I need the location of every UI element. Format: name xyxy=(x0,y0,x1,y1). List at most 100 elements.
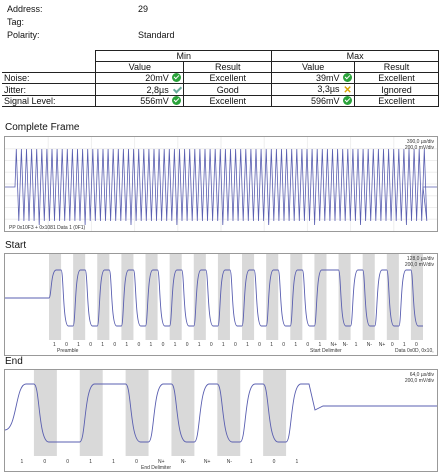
bit-label: 1 xyxy=(246,342,249,348)
bit-label: 0 xyxy=(414,342,418,348)
complete-frame-scope: 390,0 µs/div 200,0 mV/div PP 0x10F3 + 0x… xyxy=(4,136,438,232)
bit-label: N+ xyxy=(158,459,165,465)
end-delimiter-label: End Delimiter xyxy=(141,465,172,471)
start-delimiter-label: Start Delimiter xyxy=(310,348,342,354)
bit-label: N+ xyxy=(203,459,211,465)
bit-label: 0 xyxy=(390,342,394,348)
waveform-trace xyxy=(5,383,437,443)
bit-label: 1 xyxy=(270,342,273,348)
end-scale-volt: 200,0 mV/div xyxy=(404,378,434,384)
max-result: Excellent xyxy=(354,95,439,107)
preamble-label: Preamble xyxy=(57,348,79,354)
bit-label: 1 xyxy=(318,342,322,348)
bit-label: N- xyxy=(180,459,187,465)
bit-label: 0 xyxy=(258,342,261,348)
corner-cell-2 xyxy=(2,61,96,73)
bit-label: 0 xyxy=(135,459,138,465)
bit-band xyxy=(73,254,86,340)
start-scope: 128,0 µs/div 200,0 mV/div 1 0 1 0 1 0 1 0 1 0 1 0 1 0… xyxy=(4,253,438,356)
bit-band xyxy=(193,254,206,340)
green-check-icon xyxy=(343,96,353,105)
polarity-label: Polarity: xyxy=(7,30,40,40)
complete-frame-title: Complete Frame xyxy=(5,122,80,133)
bit-band xyxy=(242,254,255,340)
min-result: Excellent xyxy=(183,72,273,84)
table-row: Noise: 20mV Excellent 39mV Excellent xyxy=(2,72,439,84)
bit-label: 1 xyxy=(125,342,129,348)
min-result: Good xyxy=(183,83,273,96)
bit-band xyxy=(338,254,351,340)
max-value: 3,3µs ✕ xyxy=(271,83,356,96)
bit-label: 1 xyxy=(249,459,253,465)
bit-label: 1 xyxy=(149,342,153,348)
bit-label: 1 xyxy=(173,342,177,348)
bit-label: 0 xyxy=(65,342,68,348)
bit-label: 1 xyxy=(53,342,56,348)
green-check-icon xyxy=(172,73,182,82)
yellow-x-icon: ✕ xyxy=(343,85,352,96)
group-header-row: Min Max xyxy=(2,50,439,62)
end-waveform xyxy=(5,370,437,456)
complete-scale-volt: 200,0 mV/div xyxy=(404,145,434,151)
bit-band xyxy=(145,254,158,340)
end-title: End xyxy=(5,356,23,367)
bit-band xyxy=(386,254,399,340)
bit-label: 1 xyxy=(354,342,358,348)
bit-label: N- xyxy=(342,342,348,348)
row-label: Jitter: xyxy=(2,83,97,96)
bit-label: 0 xyxy=(306,342,310,348)
bit-band xyxy=(217,254,230,340)
bit-band xyxy=(362,254,375,340)
bit-label: 1 xyxy=(112,459,115,465)
max-result-header: Result xyxy=(354,61,439,73)
start-scale-volt: 200,0 mV/div xyxy=(404,262,434,268)
bit-band xyxy=(263,370,287,456)
bit-label: 1 xyxy=(402,342,406,348)
complete-frame-waveform xyxy=(5,137,437,231)
bit-label: 0 xyxy=(137,342,141,348)
green-check-icon xyxy=(172,96,182,105)
bit-label: 1 xyxy=(20,459,24,465)
bit-label: 1 xyxy=(197,342,201,348)
polarity-value: Standard xyxy=(138,30,175,40)
table-row: Jitter: 2,8µs Good 3,3µs ✕ Ignored xyxy=(2,83,439,96)
min-value: 20mV xyxy=(95,72,185,84)
bit-band xyxy=(290,254,303,340)
checkmark-icon xyxy=(172,85,181,94)
bit-band xyxy=(217,370,241,456)
polarity-row: Polarity: Standard xyxy=(7,30,175,41)
address-label: Address: xyxy=(7,4,43,14)
table-row: Signal Level: 556mV Excellent 596mV Exce… xyxy=(2,95,439,107)
min-result-header: Result xyxy=(183,61,273,73)
end-scope: 64,0 µs/div 200,0 mV/div 1 0 0 1 1 0 N+ N- N+ N- 1… xyxy=(4,369,438,472)
bit-label: N- xyxy=(226,459,233,465)
row-label: Signal Level: xyxy=(2,95,97,107)
bit-band xyxy=(33,370,57,456)
tag-row: Tag: xyxy=(7,17,24,28)
green-check-icon xyxy=(343,73,353,82)
max-value: 596mV xyxy=(271,95,356,107)
bit-label: 1 xyxy=(89,459,92,465)
bit-band xyxy=(79,370,103,456)
measurement-table: Min Max Value Result Value Result Noise:… xyxy=(2,50,439,107)
bit-label: 0 xyxy=(185,342,189,348)
bit-label: 0 xyxy=(161,342,165,348)
bit-label: 1 xyxy=(295,459,299,465)
max-value: 39mV xyxy=(271,72,356,84)
bit-band xyxy=(49,254,62,340)
min-header: Min xyxy=(95,50,273,62)
start-waveform xyxy=(5,254,423,340)
min-value: 556mV xyxy=(95,95,185,107)
data-label: Data 0x0D, 0x10, xyxy=(395,348,434,354)
bit-label: 0 xyxy=(66,459,70,465)
corner-cell xyxy=(2,51,96,62)
bit-label: 1 xyxy=(77,342,80,348)
waveform-trace xyxy=(5,148,437,226)
bit-label: 1 xyxy=(294,342,298,348)
bit-band xyxy=(314,254,327,340)
waveform-trace xyxy=(5,269,423,327)
bit-label: 0 xyxy=(282,342,286,348)
bit-band xyxy=(171,370,195,456)
start-scale-time: 128,0 µs/div xyxy=(406,256,434,262)
complete-footer: PP 0x10F3 + 0x1081 Data 1 (0F1) xyxy=(9,225,86,231)
